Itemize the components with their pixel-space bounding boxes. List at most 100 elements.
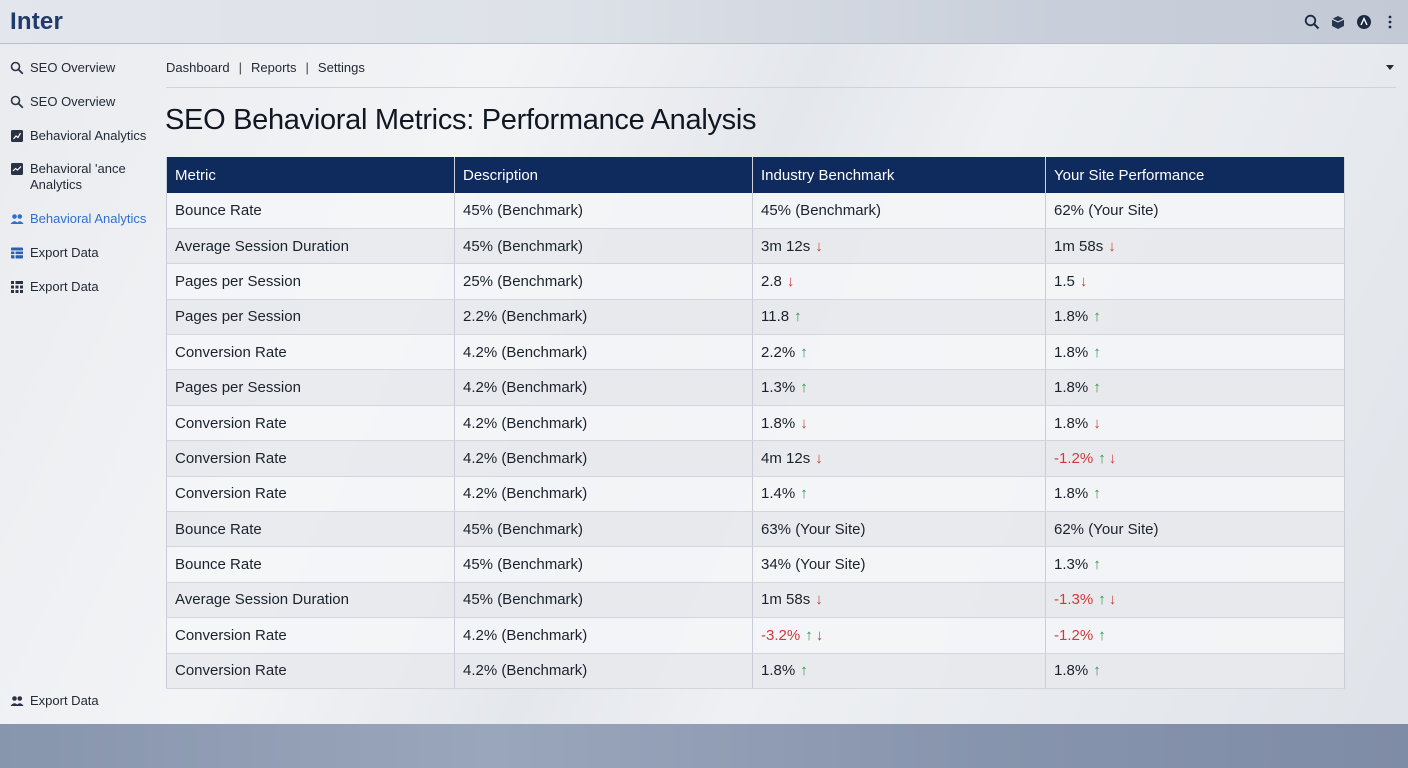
arrow-down-icon: ↓ xyxy=(815,591,823,609)
cell-metric-text: Average Session Duration xyxy=(175,237,349,255)
app-brand[interactable]: Inter xyxy=(10,7,64,35)
sidebar-item-behavioral-ance-analytics[interactable]: Behavioral 'ance Analytics xyxy=(10,161,155,193)
cell-industry-benchmark: 45% (Benchmark) xyxy=(752,193,1046,229)
arrow-up-icon: ↑ xyxy=(805,626,813,644)
cell-site-performance-text: -1.3% xyxy=(1054,591,1094,609)
search-icon[interactable] xyxy=(1304,14,1320,30)
sidebar-footer-export-data[interactable]: Export Data xyxy=(10,693,155,709)
table-row[interactable]: Conversion Rate 4.2% (Benchmark) -3.2% ↑ ↓ -1… xyxy=(166,617,1345,654)
table-row[interactable]: Average Session Duration 45% (Benchmark) 1… xyxy=(166,582,1345,619)
column-header-your-site-performance[interactable]: Your Site Performance xyxy=(1045,157,1345,193)
arrow-up-icon: ↑ xyxy=(1093,308,1101,326)
cell-description: 45% (Benchmark) xyxy=(454,582,753,619)
column-header-description[interactable]: Description xyxy=(454,157,753,193)
cell-metric: Conversion Rate xyxy=(166,440,455,477)
cell-site-performance: 1.8% ↑ xyxy=(1045,369,1345,406)
cell-description-text: 25% (Benchmark) xyxy=(463,272,584,290)
box-icon[interactable] xyxy=(1330,14,1346,30)
sidebar-item-behavioral-analytics[interactable]: Behavioral Analytics xyxy=(10,128,155,144)
table-row[interactable]: Conversion Rate 4.2% (Benchmark) 1.8% ↓ 1.8%… xyxy=(166,405,1345,442)
cell-metric: Conversion Rate xyxy=(166,476,455,513)
cell-industry-benchmark-text: 34% (Your Site) xyxy=(761,556,866,574)
sidebar-item-seo-overview-2[interactable]: SEO Overview xyxy=(10,94,155,110)
cell-industry-benchmark: 1m 58s ↓ xyxy=(752,582,1046,619)
cell-site-performance: 1.5 ↓ xyxy=(1045,263,1345,300)
cell-description: 25% (Benchmark) xyxy=(454,263,753,300)
cell-metric-text: Bounce Rate xyxy=(175,201,262,219)
cell-site-performance: 1m 58s ↓ xyxy=(1045,228,1345,265)
more-icon[interactable] xyxy=(1382,14,1398,30)
cell-site-performance-text: 1.3% xyxy=(1054,556,1089,574)
profile-icon[interactable] xyxy=(1356,14,1372,30)
sidebar-item-label: Behavioral Analytics xyxy=(30,128,147,143)
arrow-up-icon: ↑ xyxy=(800,343,808,361)
cell-metric-text: Average Session Duration xyxy=(175,591,349,609)
sidebar-item-seo-overview[interactable]: SEO Overview xyxy=(10,60,155,76)
cell-description: 4.2% (Benchmark) xyxy=(454,334,753,371)
cell-metric: Conversion Rate xyxy=(166,334,455,371)
cell-description-text: 4.2% (Benchmark) xyxy=(463,662,588,680)
arrow-up-icon: ↑ xyxy=(1093,343,1101,361)
table-row[interactable]: Conversion Rate 4.2% (Benchmark) 4m 12s ↓ -1… xyxy=(166,440,1345,477)
table-row[interactable]: Conversion Rate 4.2% (Benchmark) 1.4% ↑ 1.8%… xyxy=(166,476,1345,513)
sidebar-item-label: Export Data xyxy=(30,245,99,260)
cell-site-performance: -1.3% ↑ ↓ xyxy=(1045,582,1345,619)
arrow-up-icon: ↑ xyxy=(1098,449,1106,467)
table-row[interactable]: Pages per Session 2.2% (Benchmark) 11.8 ↑ 1.… xyxy=(166,299,1345,336)
cell-industry-benchmark: 4m 12s ↓ xyxy=(752,440,1046,477)
top-icons xyxy=(1304,14,1398,30)
arrow-up-icon: ↑ xyxy=(1098,591,1106,609)
table-row[interactable]: Bounce Rate 45% (Benchmark) 34% (Your Site… xyxy=(166,546,1345,583)
cell-metric: Average Session Duration xyxy=(166,582,455,619)
cell-industry-benchmark: 1.8% ↑ xyxy=(752,653,1046,689)
arrow-down-icon: ↓ xyxy=(1108,237,1116,255)
cell-industry-benchmark: 1.4% ↑ xyxy=(752,476,1046,513)
users-icon xyxy=(10,212,24,226)
cell-description: 4.2% (Benchmark) xyxy=(454,653,753,689)
cell-description-text: 45% (Benchmark) xyxy=(463,237,584,255)
arrow-up-icon: ↑ xyxy=(800,485,808,503)
cell-site-performance-text: 1m 58s xyxy=(1054,237,1104,255)
cell-metric-text: Conversion Rate xyxy=(175,414,287,432)
table-row[interactable]: Conversion Rate 4.2% (Benchmark) 2.2% ↑ 1.8%… xyxy=(166,334,1345,371)
cell-description: 45% (Benchmark) xyxy=(454,228,753,265)
cell-industry-benchmark-text: 3m 12s xyxy=(761,237,811,255)
cell-description: 4.2% (Benchmark) xyxy=(454,476,753,513)
cell-metric: Average Session Duration xyxy=(166,228,455,265)
cell-metric-text: Pages per Session xyxy=(175,379,301,397)
cell-metric: Pages per Session xyxy=(166,299,455,336)
sidebar-item-export-data-2[interactable]: Export Data xyxy=(10,279,155,295)
cell-industry-benchmark-text: 1m 58s xyxy=(761,591,811,609)
table-row[interactable]: Bounce Rate 45% (Benchmark) 45% (Benchmark… xyxy=(166,193,1345,229)
nav-link-reports[interactable]: Reports xyxy=(251,60,297,75)
arrow-down-icon: ↓ xyxy=(800,414,808,432)
arrow-up-icon: ↑ xyxy=(794,308,802,326)
sidebar-item-behavioral-analytics-active[interactable]: Behavioral Analytics xyxy=(10,211,155,227)
table-row[interactable]: Pages per Session 25% (Benchmark) 2.8 ↓ 1.5 ↓ xyxy=(166,263,1345,300)
chart-icon xyxy=(10,129,24,143)
nav-link-settings[interactable]: Settings xyxy=(317,60,365,75)
table-row[interactable]: Pages per Session 4.2% (Benchmark) 1.3% ↑ 1.… xyxy=(166,369,1345,406)
cell-description: 45% (Benchmark) xyxy=(454,546,753,583)
cell-site-performance: -1.2% ↑ xyxy=(1045,617,1345,654)
cell-description-text: 2.2% (Benchmark) xyxy=(463,308,588,326)
nav-link-dashboard[interactable]: Dashboard xyxy=(166,60,230,75)
cell-site-performance: 1.3% ↑ xyxy=(1045,546,1345,583)
table-row[interactable]: Average Session Duration 45% (Benchmark) 3… xyxy=(166,228,1345,265)
column-header-industry-benchmark[interactable]: Industry Benchmark xyxy=(752,157,1046,193)
sidebar-item-label: SEO Overview xyxy=(30,94,116,109)
top-nav: Dashboard | Reports | Settings xyxy=(166,58,1396,88)
arrow-up-icon: ↑ xyxy=(800,662,808,680)
sidebar-item-export-data[interactable]: Export Data xyxy=(10,245,155,261)
top-bar: Inter xyxy=(0,0,1408,44)
table-row[interactable]: Conversion Rate 4.2% (Benchmark) 1.8% ↑ 1.8%… xyxy=(166,653,1345,689)
table-row[interactable]: Bounce Rate 45% (Benchmark) 63% (Your Site… xyxy=(166,511,1345,548)
cell-metric-text: Conversion Rate xyxy=(175,343,287,361)
cell-description-text: 4.2% (Benchmark) xyxy=(463,414,588,432)
chevron-down-icon[interactable] xyxy=(1384,60,1396,72)
sidebar-item-label: Export Data xyxy=(30,693,99,708)
cell-industry-benchmark: 34% (Your Site) xyxy=(752,546,1046,583)
cell-description: 45% (Benchmark) xyxy=(454,193,753,229)
column-header-metric[interactable]: Metric xyxy=(166,157,455,193)
cell-description-text: 45% (Benchmark) xyxy=(463,591,584,609)
